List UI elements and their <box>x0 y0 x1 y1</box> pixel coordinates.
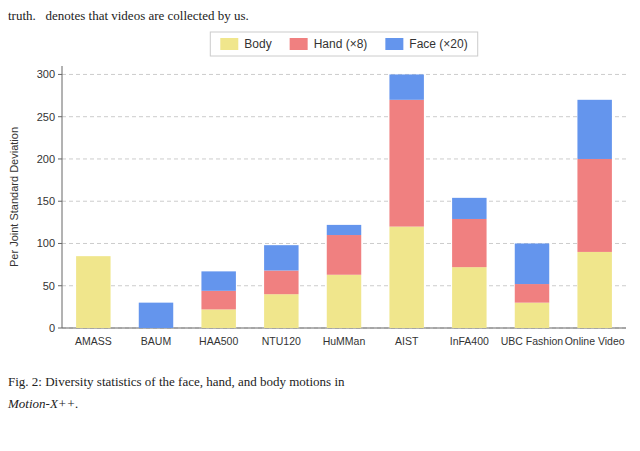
bar-segment <box>76 256 110 257</box>
tick-label: InFA400 <box>450 335 489 347</box>
axis-line <box>62 66 63 328</box>
bar-segment <box>577 159 611 252</box>
bar-segment <box>515 303 549 328</box>
tick-label: 150 <box>37 195 55 207</box>
legend-item: Face (×20) <box>385 37 467 51</box>
tick-label: AMASS <box>75 335 112 347</box>
tick-label: NTU120 <box>262 335 301 347</box>
bar-segment <box>452 219 486 267</box>
axis-label: Per Joint Standard Deviation <box>8 127 20 267</box>
tick-mark <box>58 158 62 159</box>
chart: truth. denotes that videos are collected… <box>0 0 640 451</box>
bar-segment <box>389 227 423 328</box>
annotation: Fig. 2: Diversity statistics of the face… <box>8 374 345 389</box>
page: {"chart_data": {"type": "bar", "stacked"… <box>0 0 640 451</box>
legend-item: Hand (×8) <box>290 37 368 51</box>
tick-mark <box>58 285 62 286</box>
bar-segment <box>139 303 173 328</box>
tick-label: BAUM <box>141 335 171 347</box>
tick-label: 0 <box>49 322 55 334</box>
tick-label: 50 <box>43 280 55 292</box>
legend: Body Hand (×8) Face (×20) <box>210 32 477 56</box>
annotation: Motion-X++. <box>7 396 79 411</box>
y-axis: 0 50 100 150 200 250 300 <box>37 68 626 334</box>
tick-label: HuMMan <box>323 335 366 347</box>
bar-segment <box>389 74 423 99</box>
legend-swatch <box>290 38 308 50</box>
tick-label: 250 <box>37 111 55 123</box>
tick-label: Online Video <box>565 335 625 347</box>
tick-mark <box>58 201 62 202</box>
tick-label: AIST <box>395 335 419 347</box>
tick-label: HAA500 <box>199 335 238 347</box>
bar-segment <box>452 267 486 328</box>
legend-swatch <box>220 38 238 50</box>
legend-label: Body <box>244 37 271 51</box>
bar-segment <box>201 271 235 290</box>
legend-frame <box>210 32 477 56</box>
annotation: truth. denotes that videos are collected… <box>8 8 249 23</box>
bar-segment <box>327 225 361 235</box>
bar-segment <box>327 275 361 328</box>
bar-segment <box>515 243 549 284</box>
legend-swatch <box>385 38 403 50</box>
bar-segment <box>577 100 611 159</box>
legend-item: Body <box>220 37 271 51</box>
bar-segment <box>264 271 298 295</box>
grid-line <box>62 74 626 75</box>
tick-label: 300 <box>37 68 55 80</box>
tick-mark <box>58 328 62 329</box>
bar-segment <box>201 291 235 310</box>
legend-label: Face (×20) <box>409 37 467 51</box>
grid-line <box>62 116 626 117</box>
grid-line <box>62 201 626 202</box>
tick-label: 200 <box>37 153 55 165</box>
grid-line <box>62 158 626 159</box>
tick-mark <box>58 243 62 244</box>
bar-segment <box>264 294 298 328</box>
tick-label: 100 <box>37 237 55 249</box>
bar-segment <box>76 256 110 257</box>
bars <box>76 74 612 328</box>
bar-segment <box>389 100 423 227</box>
bar-segment <box>577 252 611 328</box>
bar-segment <box>515 284 549 303</box>
bar-segment <box>201 309 235 328</box>
bar-segment <box>76 256 110 328</box>
tick-mark <box>58 74 62 75</box>
bar-segment <box>327 235 361 275</box>
tick-label: UBC Fashion <box>501 335 564 347</box>
bar-segment <box>264 245 298 270</box>
bar-segment <box>452 198 486 219</box>
legend-label: Hand (×8) <box>314 37 368 51</box>
tick-mark <box>58 116 62 117</box>
